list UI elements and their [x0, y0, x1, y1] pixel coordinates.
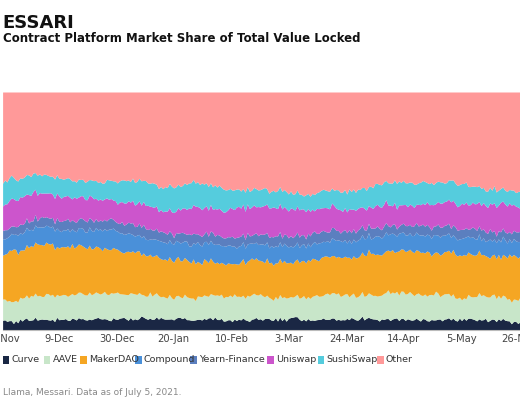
Text: Curve: Curve	[11, 356, 40, 364]
Text: Yearn-Finance: Yearn-Finance	[199, 356, 264, 364]
Text: Contract Platform Market Share of Total Value Locked: Contract Platform Market Share of Total …	[3, 32, 360, 45]
Text: ESSARI: ESSARI	[3, 14, 74, 32]
Text: Compound: Compound	[144, 356, 195, 364]
Text: Uniswap: Uniswap	[276, 356, 317, 364]
Text: MakerDAO: MakerDAO	[89, 356, 139, 364]
Text: Other: Other	[386, 356, 413, 364]
Text: Llama, Messari. Data as of July 5, 2021.: Llama, Messari. Data as of July 5, 2021.	[3, 388, 181, 397]
Text: AAVE: AAVE	[53, 356, 77, 364]
Text: SushiSwap: SushiSwap	[327, 356, 378, 364]
